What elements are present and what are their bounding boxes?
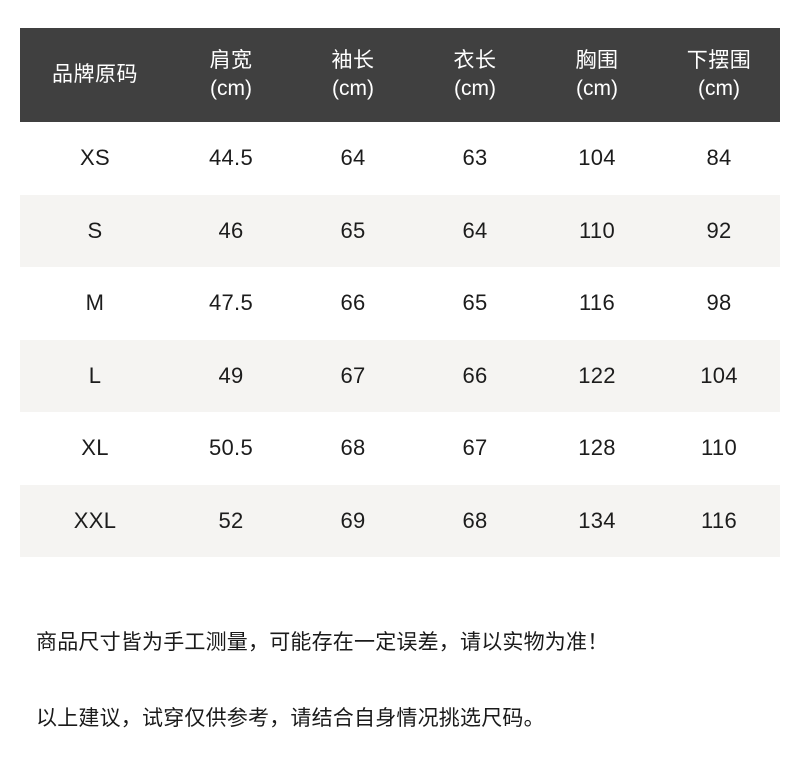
cell-length: 65 (414, 267, 536, 340)
cell-shoulder: 50.5 (170, 412, 292, 485)
cell-shoulder: 46 (170, 194, 292, 267)
cell-sleeve: 69 (292, 484, 414, 557)
column-header-label: 下摆围 (686, 49, 752, 73)
column-header-label: 袖长 (331, 49, 375, 73)
cell-size: M (20, 267, 170, 340)
cell-size: XS (20, 122, 170, 195)
cell-hem: 110 (658, 412, 780, 485)
table-row: XL 50.5 68 67 128 110 (20, 412, 780, 485)
column-header-label: 胸围 (575, 49, 619, 73)
cell-shoulder: 44.5 (170, 122, 292, 195)
column-header-unit: (cm) (576, 77, 618, 100)
table-row: L 49 67 66 122 104 (20, 339, 780, 412)
cell-bust: 110 (536, 194, 658, 267)
cell-size: S (20, 194, 170, 267)
column-header-unit: (cm) (454, 77, 496, 100)
cell-bust: 116 (536, 267, 658, 340)
cell-hem: 98 (658, 267, 780, 340)
cell-length: 68 (414, 484, 536, 557)
cell-size: L (20, 339, 170, 412)
table-row: XS 44.5 64 63 104 84 (20, 122, 780, 195)
table-row: S 46 65 64 110 92 (20, 194, 780, 267)
cell-length: 66 (414, 339, 536, 412)
cell-shoulder: 52 (170, 484, 292, 557)
column-header-unit: (cm) (210, 77, 252, 100)
cell-hem: 104 (658, 339, 780, 412)
column-header-label: 衣长 (453, 49, 497, 73)
column-header-hem-circumference: 下摆围 (cm) (658, 28, 780, 122)
column-header-brand-size: 品牌原码 (20, 28, 170, 122)
cell-hem: 116 (658, 484, 780, 557)
cell-length: 63 (414, 122, 536, 195)
size-chart-table: 品牌原码 肩宽 (cm) 袖长 (cm) 衣长 (cm) 胸围 (cm) (20, 28, 780, 557)
column-header-garment-length: 衣长 (cm) (414, 28, 536, 122)
cell-sleeve: 64 (292, 122, 414, 195)
table-header: 品牌原码 肩宽 (cm) 袖长 (cm) 衣长 (cm) 胸围 (cm) (20, 28, 780, 122)
column-header-bust: 胸围 (cm) (536, 28, 658, 122)
cell-shoulder: 49 (170, 339, 292, 412)
disclaimer-line-2: 以上建议，试穿仅供参考，请结合自身情况挑选尺码。 (36, 707, 545, 730)
cell-hem: 92 (658, 194, 780, 267)
cell-bust: 104 (536, 122, 658, 195)
cell-hem: 84 (658, 122, 780, 195)
column-header-label: 肩宽 (209, 49, 253, 73)
cell-sleeve: 68 (292, 412, 414, 485)
header-row: 品牌原码 肩宽 (cm) 袖长 (cm) 衣长 (cm) 胸围 (cm) (20, 28, 780, 122)
cell-bust: 122 (536, 339, 658, 412)
cell-sleeve: 66 (292, 267, 414, 340)
column-header-sleeve-length: 袖长 (cm) (292, 28, 414, 122)
column-header-label: 品牌原码 (52, 63, 138, 87)
size-chart-page: 品牌原码 肩宽 (cm) 袖长 (cm) 衣长 (cm) 胸围 (cm) (20, 28, 780, 730)
cell-size: XXL (20, 484, 170, 557)
measurement-disclaimer: 商品尺寸皆为手工测量，可能存在一定误差，请以实物为准！ 以上建议，试穿仅供参考，… (36, 586, 780, 776)
table-row: M 47.5 66 65 116 98 (20, 267, 780, 340)
table-row: XXL 52 69 68 134 116 (20, 484, 780, 557)
cell-shoulder: 47.5 (170, 267, 292, 340)
cell-length: 64 (414, 194, 536, 267)
cell-sleeve: 65 (292, 194, 414, 267)
column-header-unit: (cm) (698, 77, 740, 100)
cell-bust: 134 (536, 484, 658, 557)
disclaimer-line-1: 商品尺寸皆为手工测量，可能存在一定误差，请以实物为准！ (36, 631, 609, 654)
table-body: XS 44.5 64 63 104 84 S 46 65 64 110 92 M… (20, 122, 780, 557)
cell-length: 67 (414, 412, 536, 485)
cell-sleeve: 67 (292, 339, 414, 412)
cell-bust: 128 (536, 412, 658, 485)
column-header-shoulder-width: 肩宽 (cm) (170, 28, 292, 122)
column-header-unit: (cm) (332, 77, 374, 100)
cell-size: XL (20, 412, 170, 485)
